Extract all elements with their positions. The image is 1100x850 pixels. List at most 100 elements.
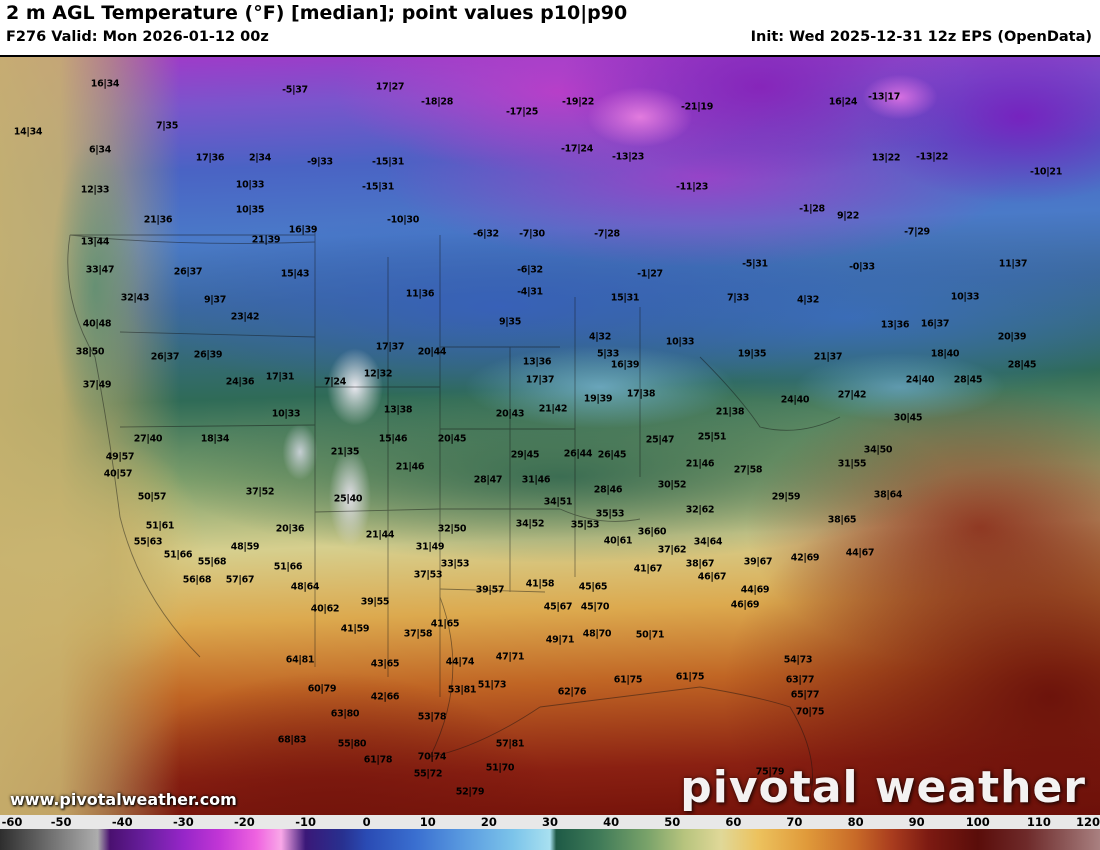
- point-value: 9|37: [203, 294, 227, 306]
- point-value: 44|67: [845, 547, 875, 559]
- point-value: 21|35: [330, 446, 360, 458]
- point-value: 52|79: [455, 786, 485, 798]
- point-value: 17|37: [375, 341, 405, 353]
- point-value: 39|57: [475, 584, 505, 596]
- point-value: -13|23: [611, 151, 645, 163]
- point-value: 51|70: [485, 762, 515, 774]
- point-value: 21|46: [395, 461, 425, 473]
- colorbar-tick-label: 60: [725, 815, 742, 829]
- colorbar-tick-label: -40: [111, 815, 133, 829]
- point-value: 75|79: [755, 766, 785, 778]
- point-value: 70|74: [417, 751, 447, 763]
- point-value: 4|32: [796, 294, 820, 306]
- point-value: 10|33: [665, 336, 695, 348]
- point-value: 48|70: [582, 628, 612, 640]
- point-value: -9|33: [307, 156, 333, 168]
- point-value: 37|58: [403, 628, 433, 640]
- point-value: 38|50: [75, 346, 105, 358]
- point-value: 41|59: [340, 623, 370, 635]
- point-value: 16|24: [828, 96, 858, 108]
- point-value: -15|31: [371, 156, 405, 168]
- point-value: 21|38: [715, 406, 745, 418]
- point-value: 25|40: [333, 493, 363, 505]
- point-value: 40|57: [103, 468, 133, 480]
- point-value: 37|62: [657, 544, 687, 556]
- point-value: 30|45: [893, 412, 923, 424]
- point-value: 40|48: [82, 318, 112, 330]
- point-value: 15|46: [378, 433, 408, 445]
- point-value: 24|36: [225, 376, 255, 388]
- point-value: 14|34: [13, 126, 43, 138]
- point-value: 20|45: [437, 433, 467, 445]
- colorbar-tick-label: 100: [965, 815, 990, 829]
- point-value: 50|57: [137, 491, 167, 503]
- point-value: 68|83: [277, 734, 307, 746]
- point-value: -6|32: [473, 228, 499, 240]
- point-value: 20|43: [495, 408, 525, 420]
- point-value: 18|34: [200, 433, 230, 445]
- point-value: -0|33: [849, 261, 875, 273]
- point-value: 16|34: [90, 78, 120, 90]
- point-value: 47|71: [495, 651, 525, 663]
- point-value: -13|17: [867, 91, 901, 103]
- point-value: 4|32: [588, 331, 612, 343]
- point-value: 17|31: [265, 371, 295, 383]
- point-value: 38|64: [873, 489, 903, 501]
- point-value: 37|53: [413, 569, 443, 581]
- point-value: 49|57: [105, 451, 135, 463]
- point-value: 15|43: [280, 268, 310, 280]
- point-value: 44|69: [740, 584, 770, 596]
- point-value: -7|30: [519, 228, 545, 240]
- colorbar-tick-label: -60: [1, 815, 23, 829]
- point-value: 36|60: [637, 526, 667, 538]
- point-value: 12|33: [80, 184, 110, 196]
- point-value: 29|59: [771, 491, 801, 503]
- point-value: 34|51: [543, 496, 573, 508]
- point-value: 26|39: [193, 349, 223, 361]
- colorbar-tick-label: -50: [50, 815, 72, 829]
- point-value: 46|67: [697, 571, 727, 583]
- point-value: 17|27: [375, 81, 405, 93]
- point-value: 24|40: [905, 374, 935, 386]
- point-value: 60|79: [307, 683, 337, 695]
- colorbar-tick-label: 30: [541, 815, 559, 829]
- point-value: 10|33: [950, 291, 980, 303]
- point-value: 26|37: [150, 351, 180, 363]
- point-value: 34|52: [515, 518, 545, 530]
- colorbar-tick-label: 90: [908, 815, 925, 829]
- point-value: 33|47: [85, 264, 115, 276]
- point-value: 20|39: [997, 331, 1027, 343]
- point-value: -7|29: [904, 226, 930, 238]
- point-value: 61|75: [613, 674, 643, 686]
- point-value: 42|66: [370, 691, 400, 703]
- point-value: 55|80: [337, 738, 367, 750]
- point-value: 39|55: [360, 596, 390, 608]
- point-value: 28|45: [1007, 359, 1037, 371]
- point-value: 26|45: [597, 449, 627, 461]
- point-value: 41|58: [525, 578, 555, 590]
- point-value: 25|51: [697, 431, 727, 443]
- point-value: 19|35: [737, 348, 767, 360]
- point-value: 17|38: [626, 388, 656, 400]
- point-value: 45|67: [543, 601, 573, 613]
- point-value: 7|24: [323, 376, 347, 388]
- point-value: 26|37: [173, 266, 203, 278]
- point-value: 13|36: [522, 356, 552, 368]
- point-value: 30|52: [657, 479, 687, 491]
- colorbar-tick-label: -10: [295, 815, 316, 829]
- point-value: 16|39: [288, 224, 318, 236]
- point-value: 45|70: [580, 601, 610, 613]
- point-value: -21|19: [680, 101, 714, 113]
- point-value: 28|45: [953, 374, 983, 386]
- point-value: 7|35: [155, 120, 179, 132]
- point-value: 34|50: [863, 444, 893, 456]
- colorbar-tick-label: -30: [172, 815, 194, 829]
- point-value: 61|78: [363, 754, 393, 766]
- point-value: -4|31: [517, 286, 543, 298]
- point-value: 27|58: [733, 464, 763, 476]
- colorbar-tick-label: 120: [1075, 815, 1100, 829]
- point-value: 25|47: [645, 434, 675, 446]
- point-value: 16|37: [920, 318, 950, 330]
- point-value: 65|77: [790, 689, 820, 701]
- colorbar-ticks: -60 -50 -40 -30 -20 -10 0 10 20 30 40 50 60 70 80 90 100…: [0, 815, 1100, 829]
